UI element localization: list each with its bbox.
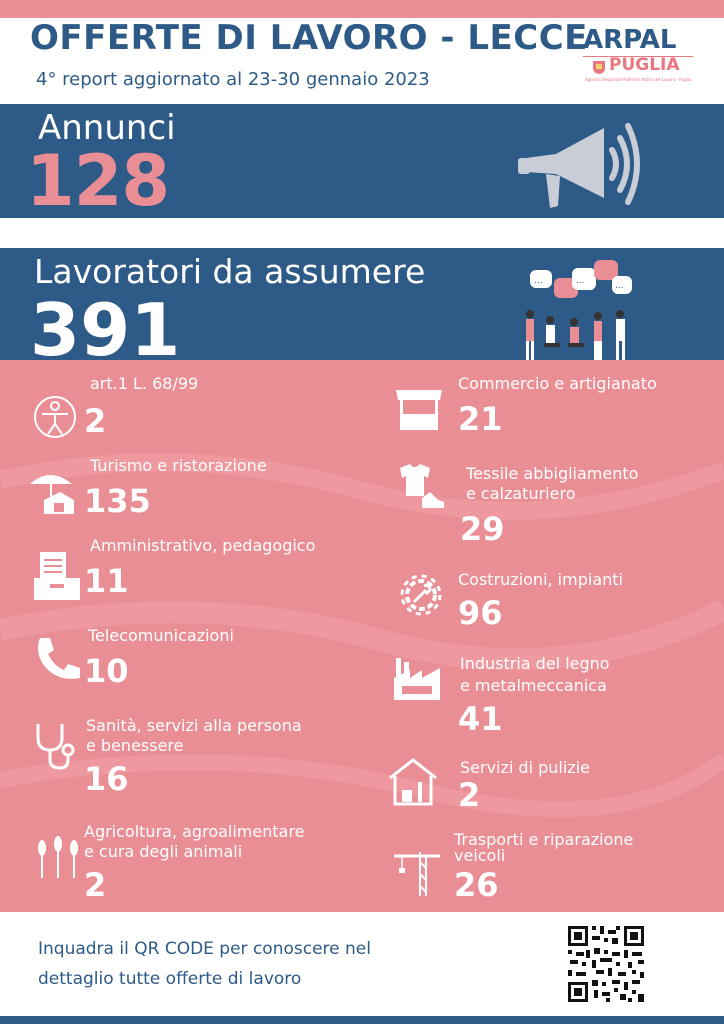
category-label: Commercio e artigianato: [458, 374, 657, 393]
spacer: [0, 218, 724, 248]
category-value: 2: [458, 776, 481, 814]
cleaning-house-icon: [389, 758, 437, 806]
category-value: 2: [84, 402, 107, 440]
page-title: OFFERTE DI LAVORO - LECCE: [30, 18, 588, 58]
category-label-line2: e metalmeccanica: [460, 676, 607, 695]
category-value: 2: [84, 866, 107, 904]
category-value: 11: [84, 562, 129, 600]
annunci-label: Annunci: [38, 108, 176, 148]
page-subtitle: 4° report aggiornato al 23-30 gennaio 20…: [36, 69, 430, 90]
logo-divider: [583, 56, 693, 57]
qr-text-line2: dettaglio tutte offerte di lavoro: [38, 969, 302, 989]
arpal-logo: ARPAL PUGLIA Agenzia Regionale Politiche…: [583, 25, 695, 85]
logo-sub-text: PUGLIA: [609, 55, 680, 75]
category-label: Telecomunicazioni: [88, 626, 234, 645]
category-label: Industria del legno: [460, 654, 610, 673]
accessibility-icon: [34, 396, 76, 438]
annunci-value: 128: [26, 140, 170, 222]
category-label-line2: veicoli: [454, 846, 506, 865]
category-value: 29: [460, 510, 505, 548]
market-stall-icon: [396, 390, 442, 430]
crane-icon: [394, 852, 440, 896]
category-value: 21: [458, 400, 503, 438]
category-value: 41: [458, 700, 503, 738]
logo-main-text: ARPAL: [583, 25, 677, 55]
lavoratori-value: 391: [30, 288, 181, 372]
category-label-line2: e benessere: [86, 736, 184, 755]
category-label-line2: e calzaturiero: [466, 484, 576, 503]
category-label: Turismo e ristorazione: [90, 456, 267, 475]
category-value: 16: [84, 760, 129, 798]
crest-icon: [593, 61, 605, 74]
category-label: art.1 L. 68/99: [90, 374, 199, 393]
category-label: Costruzioni, impianti: [458, 570, 623, 589]
bottom-accent-band: [0, 1016, 724, 1024]
people-chat-illustration: ... ... ...: [526, 260, 632, 361]
category-value: 135: [84, 482, 151, 520]
wheat-icon: [38, 836, 78, 878]
category-value: 26: [454, 866, 499, 904]
documents-folder-icon: [34, 552, 80, 600]
svg-text:...: ...: [576, 276, 585, 286]
category-label: Tessile abbigliamento: [466, 464, 639, 483]
svg-text:...: ...: [615, 281, 624, 291]
lavoratori-label: Lavoratori da assumere: [34, 252, 426, 291]
category-label: Sanità, servizi alla persona: [86, 716, 302, 735]
qr-code[interactable]: [566, 924, 646, 1004]
category-label-line2: e cura degli animali: [84, 842, 243, 861]
categories-panel: [0, 360, 724, 912]
category-label: Amministrativo, pedagogico: [90, 536, 316, 555]
gear-wrench-icon: [400, 574, 442, 616]
category-label: Servizi di pulizie: [460, 758, 590, 777]
category-label: Agricoltura, agroalimentare: [84, 822, 305, 841]
beach-umbrella-icon: [30, 475, 74, 514]
megaphone-icon: [518, 123, 640, 208]
phone-icon: [38, 638, 80, 679]
category-value: 96: [458, 594, 503, 632]
tshirt-shoe-icon: [400, 464, 444, 508]
stethoscope-icon: [36, 724, 75, 770]
svg-text:...: ...: [534, 276, 543, 286]
qr-instructions: Inquadra il QR CODE per conoscere nel de…: [38, 934, 458, 994]
factory-icon: [394, 658, 440, 700]
category-label: Trasporti e riparazione: [454, 830, 634, 849]
qr-text-line1: Inquadra il QR CODE per conoscere nel: [38, 939, 371, 959]
logo-caption: Agenzia Regionale Politiche Attive del L…: [585, 77, 692, 82]
top-accent-band: [0, 0, 724, 18]
category-value: 10: [84, 652, 129, 690]
